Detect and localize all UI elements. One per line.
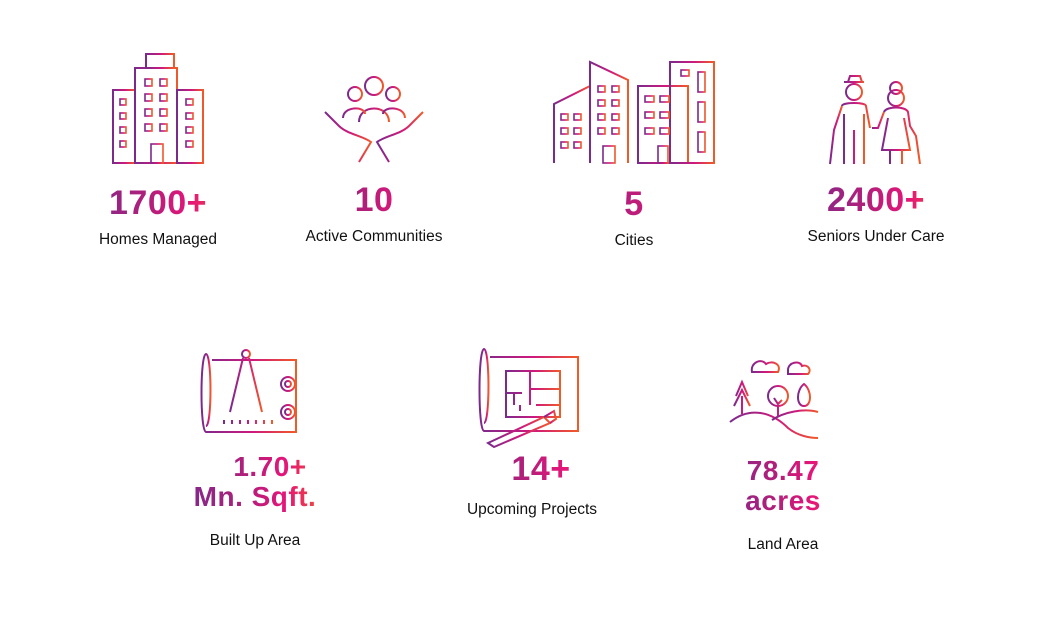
cities-value: 5 — [538, 186, 730, 222]
buildings-icon — [100, 53, 216, 164]
land-area-value-line2: acres — [708, 486, 858, 516]
stat-built-up-area: 1.70+ Mn. Sqft. Built Up Area — [180, 338, 330, 550]
cities-label: Cities — [614, 232, 654, 249]
land-area-value-line1: 78.47 — [708, 456, 858, 486]
floor-plan-icon — [478, 348, 579, 449]
seniors-under-care-value: 2400+ — [796, 182, 956, 218]
upcoming-projects-value: 14+ — [452, 451, 612, 487]
stat-active-communities: 10 Active Communities — [294, 74, 454, 246]
upcoming-projects-label: Upcoming Projects — [466, 501, 598, 518]
land-area-label: Land Area — [747, 536, 819, 553]
community-hands-icon — [324, 76, 424, 163]
stat-land-area: 78.47 acres Land Area — [708, 356, 858, 554]
landscape-trees-icon — [729, 360, 819, 439]
stat-upcoming-projects: 14+ Upcoming Projects — [452, 345, 612, 519]
active-communities-value: 10 — [294, 182, 454, 218]
built-up-area-label: Built Up Area — [209, 532, 301, 549]
stat-seniors-under-care: 2400+ Seniors Under Care — [796, 74, 956, 246]
seniors-couple-icon — [829, 75, 921, 165]
seniors-under-care-label: Seniors Under Care — [807, 228, 945, 245]
built-up-area-value-line2: Mn. Sqft. — [180, 482, 330, 512]
built-up-area-value-line1: 1.70+ — [180, 452, 330, 482]
blueprint-compass-icon — [200, 340, 297, 433]
stat-homes-managed: 1700+ Homes Managed — [78, 52, 238, 249]
homes-managed-value: 1700+ — [78, 185, 238, 221]
active-communities-label: Active Communities — [305, 228, 443, 245]
homes-managed-label: Homes Managed — [98, 231, 218, 248]
stat-cities: 5 Cities — [538, 58, 730, 250]
city-skyline-icon — [540, 60, 728, 164]
